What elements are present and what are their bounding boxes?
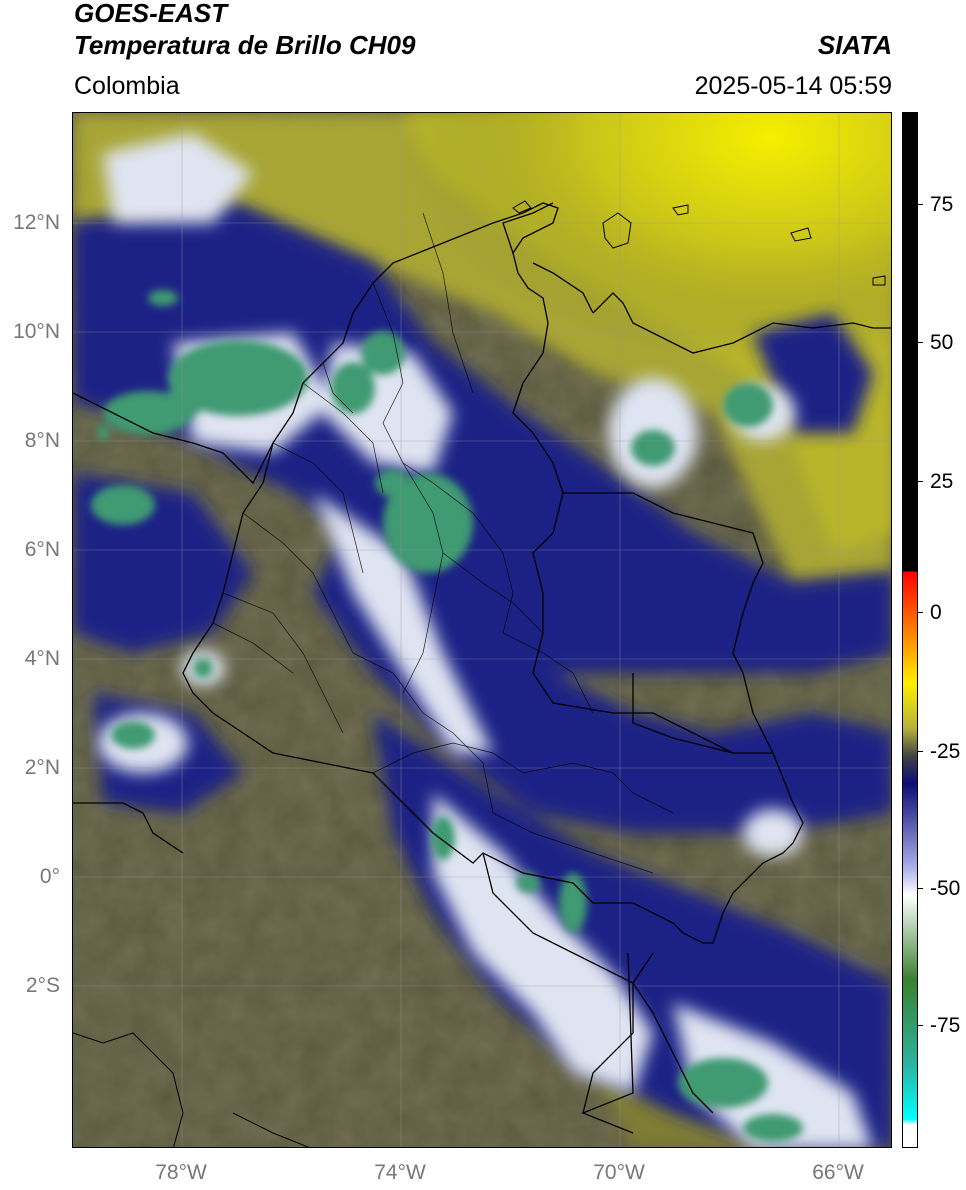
colorbar-tickmark	[918, 342, 923, 343]
satellite-title: GOES-EAST	[74, 0, 228, 28]
product-title: Temperatura de Brillo CH09	[74, 30, 416, 60]
lat-label: 6°N	[24, 538, 60, 561]
lon-label: 66°W	[812, 1161, 864, 1184]
colorbar-tickmark	[918, 612, 923, 613]
department-boundaries	[212, 212, 674, 874]
colorbar-tick-label: 75	[930, 193, 954, 216]
datetime-label: 2025-05-14 05:59	[694, 72, 892, 100]
colorbar	[902, 112, 918, 1148]
region-label: Colombia	[74, 72, 180, 100]
lon-label: 70°W	[593, 1161, 645, 1184]
lon-label: 74°W	[374, 1161, 426, 1184]
coldest-cloud-green	[91, 290, 803, 1142]
lat-label: 2°S	[25, 974, 60, 997]
lat-label: 4°N	[24, 647, 60, 670]
colorbar-tick-label: 50	[930, 331, 954, 354]
lat-label: 10°N	[13, 320, 60, 343]
islands	[512, 200, 886, 286]
coastline-south	[73, 1032, 310, 1147]
colorbar-tickmark	[918, 481, 923, 482]
agency-label: SIATA	[817, 30, 892, 60]
colorbar-tickmark	[918, 1025, 923, 1026]
colorbar-tick-label: 0	[930, 601, 942, 624]
lon-label: 78°W	[155, 1161, 207, 1184]
colorbar-tickmark	[918, 888, 923, 889]
colorbar-tick-label: 25	[930, 470, 954, 493]
country-borders	[73, 202, 891, 1134]
lat-label: 8°N	[24, 429, 60, 452]
lat-label: 0°	[39, 865, 60, 888]
colorbar-tick-label: -25	[930, 740, 961, 763]
satellite-map	[72, 112, 892, 1148]
colorbar-tick-label: -75	[930, 1014, 961, 1037]
lat-label: 12°N	[13, 211, 60, 234]
colorbar-tick-label: -50	[930, 877, 961, 900]
brightness-temperature-field	[73, 113, 891, 1147]
colorbar-tickmark	[918, 204, 923, 205]
lat-label: 2°N	[24, 756, 60, 779]
gridlines	[73, 113, 891, 1147]
colorbar-tickmark	[918, 751, 923, 752]
